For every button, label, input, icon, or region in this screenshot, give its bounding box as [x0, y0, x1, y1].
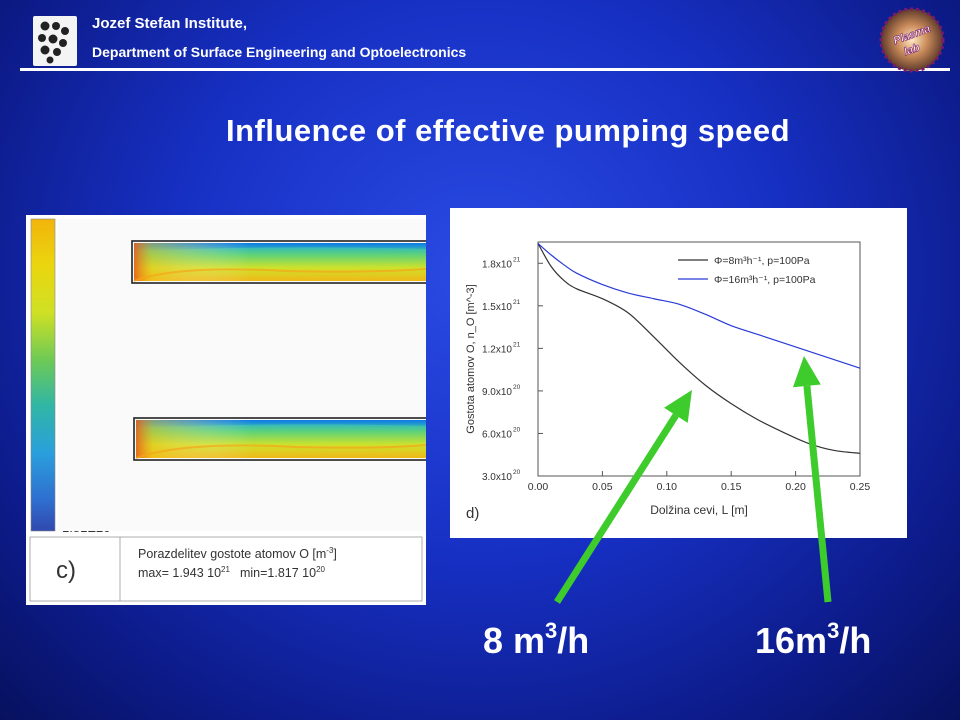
x-tick-label: 0.10 — [657, 481, 678, 493]
y-tick-exponent: 21 — [513, 341, 521, 348]
plasma-lab-logo: Plasma lab — [879, 7, 945, 73]
caption-line1: Porazdelitev gostote atomov O [m-3] — [138, 546, 337, 561]
series-line-0 — [537, 243, 861, 454]
arrow-16-head — [792, 356, 821, 388]
y-tick-label: 6.0x10 — [482, 429, 512, 440]
legend-label-1: Φ=16m³h⁻¹, p=100Pa — [714, 274, 816, 286]
y-tick-label: 1.8x10 — [482, 259, 512, 270]
pumping-speed-label-8: 8 m3/h — [483, 618, 590, 661]
arrow-8-shaft — [554, 413, 679, 604]
panel-c-letter: c) — [56, 557, 76, 584]
y-tick-exponent: 21 — [513, 299, 521, 306]
department-name: Department of Surface Engineering and Op… — [92, 44, 467, 60]
x-tick-label: 0.25 — [850, 481, 871, 493]
plot-frame — [537, 241, 861, 477]
header-divider — [20, 68, 950, 71]
y-tick-label: 3.0x10 — [482, 472, 512, 483]
y-tick-exponent: 21 — [513, 256, 521, 263]
caption-max-min: max= 1.943 1021 min=1.817 1020 — [138, 565, 326, 580]
y-axis-label: Gostota atomov O, n_O [m^-3] — [465, 284, 477, 433]
y-tick-exponent: 20 — [513, 469, 521, 476]
y-tick-exponent: 20 — [513, 426, 521, 433]
density-line-chart: 0.00 0.05 0.10 0.15 0.20 0.25 1.8x10 21 1.5x10 21… — [450, 208, 907, 538]
upper-tube-contour — [131, 240, 426, 284]
legend-label-0: Φ=8m³h⁻¹, p=100Pa — [714, 255, 810, 267]
institute-logo — [33, 16, 77, 66]
x-tick-label: 0.20 — [785, 481, 806, 493]
y-tick-label: 9.0x10 — [482, 387, 512, 398]
panel-d-letter: d) — [466, 505, 479, 522]
arrow-8-head — [664, 390, 692, 423]
series-line-1 — [537, 242, 861, 369]
colorbar — [30, 218, 56, 532]
pumping-speed-label-16: 16m3/h — [755, 618, 872, 661]
y-tick-exponent: 20 — [513, 384, 521, 391]
y-tick-label: 1.2x10 — [482, 344, 512, 355]
lower-tube-contour — [133, 417, 426, 461]
x-tick-label: 0.05 — [592, 481, 613, 493]
institute-name: Jozef Stefan Institute, — [92, 15, 248, 32]
arrow-16-shaft — [803, 385, 832, 603]
x-axis-label: Dolžina cevi, L [m] — [650, 503, 748, 517]
x-tick-label: 0.00 — [528, 481, 549, 493]
y-tick-label: 1.5x10 — [482, 302, 512, 313]
x-tick-label: 0.15 — [721, 481, 742, 493]
lab-logo-text: lab — [902, 42, 921, 59]
simulation-panel: 1.54E211.41E211.24E211.06E218.85E207.10E… — [26, 215, 426, 605]
slide-title: Influence of effective pumping speed — [226, 113, 791, 148]
